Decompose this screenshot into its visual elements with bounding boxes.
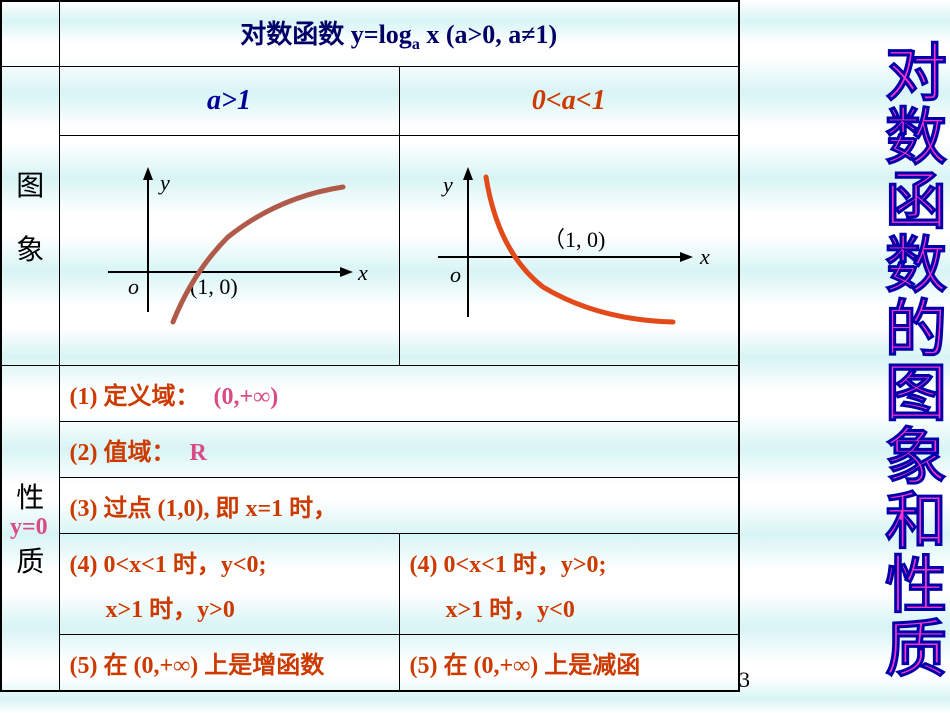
prop2-val: R xyxy=(189,440,206,466)
graph-left-cell: y x o (1, 0) xyxy=(59,136,399,366)
main-table: 对数函数 y=loga x (a>0, a≠1) 图 象 a>1 0<a<1 y… xyxy=(0,0,740,692)
prop3-label: (3) 过点 (1,0), 即 x=1 时， xyxy=(70,496,338,522)
graph-right-y-label: y xyxy=(441,172,453,197)
graph-left-svg: y x o (1, 0) xyxy=(68,142,388,352)
prop-2: (2) 值域： R xyxy=(59,422,739,478)
title-sub: a xyxy=(412,36,420,53)
side-prop-char1: 性 xyxy=(10,476,51,516)
prop-4-right: (4) 0<x<1 时，y>0; x>1 时，y<0 xyxy=(399,534,739,635)
title-text-2: x (a>0, a≠1) xyxy=(420,20,557,49)
graph-right-origin: o xyxy=(450,262,461,287)
title-side-blank xyxy=(1,1,59,67)
prop-3: (3) 过点 (1,0), 即 x=1 时， xyxy=(59,478,739,534)
side-graph-char2: 象 xyxy=(10,228,51,268)
graph-right-svg: y x o （1, 0) xyxy=(408,142,728,352)
prop-5-left: (5) 在 (0,+∞) 上是增函数 xyxy=(59,635,399,692)
page-number: 3 xyxy=(739,667,750,693)
graph-right-point: （1, 0) xyxy=(543,227,605,252)
side-graph-char1: 图 xyxy=(10,164,51,204)
prop-5-right: (5) 在 (0,+∞) 上是减函 xyxy=(399,635,739,692)
table-title: 对数函数 y=loga x (a>0, a≠1) xyxy=(59,1,739,67)
graph-left-y-label: y xyxy=(158,170,170,195)
prop3-overflow: y=0 xyxy=(10,514,48,541)
graph-left-origin: o xyxy=(128,274,139,299)
graph-right-cell: y x o （1, 0) xyxy=(399,136,739,366)
side-label-graph: 图 象 xyxy=(1,67,59,366)
prop1-val: (0,+∞) xyxy=(213,384,278,410)
vertical-title: 对数函数的图象和性质 xyxy=(760,40,940,680)
side-label-properties: 性 质 y=0 xyxy=(1,366,59,692)
graph-left-x-label: x xyxy=(357,260,368,285)
prop-4-left: (4) 0<x<1 时，y<0; x>1 时，y>0 xyxy=(59,534,399,635)
condition-left: a>1 xyxy=(59,67,399,136)
side-prop-char2: 质 xyxy=(10,540,51,580)
title-text-1: 对数函数 y=log xyxy=(240,20,412,49)
prop4-right-line1: (4) 0<x<1 时，y>0; xyxy=(410,544,729,579)
prop1-label: (1) 定义域： xyxy=(70,384,200,410)
prop2-label: (2) 值域： xyxy=(70,440,176,466)
prop4-left-line2: x>1 时，y>0 xyxy=(70,589,389,624)
prop4-right-line2: x>1 时，y<0 xyxy=(410,589,729,624)
prop-1: (1) 定义域： (0,+∞) xyxy=(59,366,739,422)
graph-right-x-label: x xyxy=(699,244,710,269)
prop4-left-line1: (4) 0<x<1 时，y<0; xyxy=(70,544,389,579)
condition-right: 0<a<1 xyxy=(399,67,739,136)
